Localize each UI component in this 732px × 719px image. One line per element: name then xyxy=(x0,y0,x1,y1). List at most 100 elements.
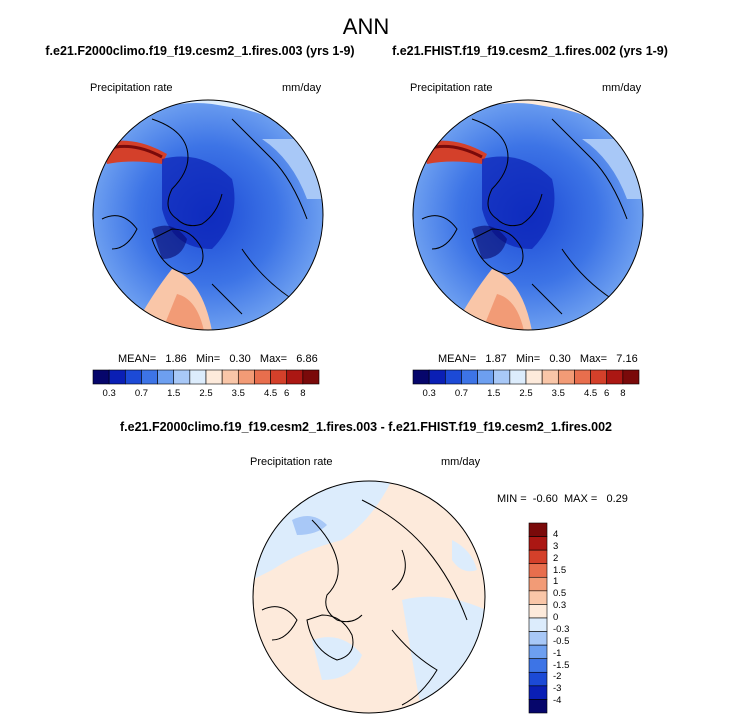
panel2-colorbar-box xyxy=(574,369,591,385)
panel3-colorbar-box xyxy=(528,699,548,714)
panel1-colorbar-box xyxy=(254,369,271,385)
panel3-colorbar-label: -0.3 xyxy=(553,623,570,635)
panel2-map-border xyxy=(412,99,644,331)
panel1-variable: Precipitation rate xyxy=(90,82,173,94)
panel3-colorbar-box xyxy=(528,549,548,565)
panel2-polar-map xyxy=(412,99,644,331)
panel3-colorbar-label: 0.3 xyxy=(553,600,567,612)
panel3-colorbar-label: 3 xyxy=(553,540,559,552)
panel1-colorbar-box xyxy=(157,369,175,385)
panel1-max-label: Max= xyxy=(259,353,288,365)
panel3-atlantic-negative xyxy=(312,637,362,680)
panel1-polar-map xyxy=(92,99,324,331)
panel1-colorbar-label: 1.5 xyxy=(167,388,181,399)
panel2-colorbar-box xyxy=(541,369,559,385)
panel1-greenland-dry xyxy=(152,225,187,259)
panel2-colorbar-label: 3.5 xyxy=(551,388,565,399)
panel2-colorbar-box xyxy=(590,369,608,385)
panel1-mean-label: MEAN= xyxy=(118,353,157,365)
panel1-colorbar xyxy=(92,369,320,385)
panel3-coastlines xyxy=(261,499,468,706)
panel3-colorbar-box xyxy=(528,671,548,687)
panel3-colorbar-box xyxy=(528,590,548,605)
panel2-colorbar-label: 4.5 xyxy=(583,388,598,399)
panel2-colorbar-box xyxy=(557,369,575,385)
panel3-min-label: MIN = xyxy=(497,493,527,505)
panel3-colorbar-box xyxy=(528,644,548,660)
panel2-colorbar-box xyxy=(444,369,462,385)
panel3-title: f.e21.F2000climo.f19_f19.cesm2_1.fires.0… xyxy=(120,420,612,434)
panel2-colorbar-box xyxy=(509,369,527,385)
panel1-colorbar-box xyxy=(92,369,110,385)
panel1-colorbar-box xyxy=(124,369,142,385)
panel2-min-label: Min= xyxy=(515,353,541,365)
panel2-max-label: Max= xyxy=(579,353,608,365)
panel2-colorbar-labels: 0.3 0.7 1.5 2.5 3.5 4.5 6 8 xyxy=(413,388,639,400)
panel2-colorbar-box xyxy=(606,369,624,385)
panel3-max-value: 0.29 xyxy=(606,493,628,505)
panel1-min-label: Min= xyxy=(195,353,221,365)
panel3-siberia-neg xyxy=(452,540,477,572)
panel2-colorbar-box xyxy=(412,369,430,385)
panel3-colorbar-box xyxy=(528,631,548,646)
panel3-colorbar-box xyxy=(528,576,548,592)
panel2-atlantic-core xyxy=(482,294,524,330)
panel1-colorbar-label: 2.5 xyxy=(199,388,213,399)
panel1-colorbar-box xyxy=(270,369,288,385)
panel1-colorbar-label: 0.3 xyxy=(102,388,116,399)
panel3-colorbar-label: -4 xyxy=(553,695,562,707)
panel3-colorbar-label: -0.5 xyxy=(553,635,570,647)
panel2-colorbar-box xyxy=(525,369,543,385)
panel1-colorbar-label: 0.7 xyxy=(134,388,149,399)
panel3-colorbar-box xyxy=(528,522,548,537)
panel3-colorbar-label: 4 xyxy=(553,528,559,540)
panel3-max-label: MAX = xyxy=(563,493,598,505)
panel1-colorbar-box xyxy=(108,369,126,385)
panel1-colorbar-labels: 0.3 0.7 1.5 2.5 3.5 4.5 6 8 xyxy=(93,388,319,400)
panel2-colorbar-label: 8 xyxy=(620,388,626,399)
panel2-colorbar xyxy=(412,369,640,385)
panel2-colorbar-label: 0.7 xyxy=(454,388,469,399)
panel3-colorbar-box xyxy=(528,617,548,632)
panel3-polar-map xyxy=(252,480,486,714)
panel2-variable: Precipitation rate xyxy=(410,82,493,94)
panel2-colorbar-box xyxy=(428,369,446,385)
panel2-title: f.e21.FHIST.f19_f19.cesm2_1.fires.002 (y… xyxy=(392,44,668,58)
panel3-min-value: -0.60 xyxy=(532,493,558,505)
panel2-mean-label: MEAN= xyxy=(438,353,477,365)
panel1-max-value: 6.86 xyxy=(296,353,318,365)
panel1-colorbar-label: 3.5 xyxy=(231,388,245,399)
panel2-min-value: 0.30 xyxy=(549,353,571,365)
panel1-title: f.e21.F2000climo.f19_f19.cesm2_1.fires.0… xyxy=(45,44,355,58)
panel2-colorbar-label: 0.3 xyxy=(422,388,436,399)
panel3-colorbar-label: 1.5 xyxy=(553,564,567,576)
panel3-colorbar-box xyxy=(528,658,548,673)
panel2-colorbar-box xyxy=(461,369,478,385)
panel3-colorbar-label: 2 xyxy=(553,552,559,564)
panel2-mean-value: 1.87 xyxy=(485,353,507,365)
panel3-colorbar-box xyxy=(528,604,548,619)
panel1-colorbar-box xyxy=(302,369,320,385)
panel1-colorbar-label: 8 xyxy=(300,388,306,399)
panel2-colorbar-box xyxy=(477,369,495,385)
panel2-colorbar-box xyxy=(622,369,640,385)
panel2-colorbar-label: 2.5 xyxy=(519,388,533,399)
panel1-coastlines xyxy=(101,118,308,315)
panel2-colorbar-label: 6 xyxy=(604,388,610,399)
figure-title: ANN xyxy=(342,14,390,39)
panel1-mean-value: 1.86 xyxy=(165,353,187,365)
panel3-local-neg xyxy=(292,516,327,535)
panel2-colorbar-label: 1.5 xyxy=(487,388,501,399)
panel2-colorbar-box xyxy=(493,369,511,385)
panel3-variable: Precipitation rate xyxy=(250,456,333,468)
panel3-colorbar xyxy=(528,522,548,714)
panel1-map-border xyxy=(92,99,324,331)
panel1-units: mm/day xyxy=(282,82,322,94)
panel3-colorbar-labels: 4 3 2 1.5 1 0.5 0.3 0 -0.3 -0.5 -1 -1.5 -2 -3 -4 xyxy=(553,523,593,713)
panel1-colorbar-box xyxy=(173,369,191,385)
panel1-min-value: 0.30 xyxy=(229,353,251,365)
panel1-colorbar-label: 4.5 xyxy=(263,388,278,399)
panel1-stats: MEAN= 1.86 Min= 0.30 Max= 6.86 xyxy=(118,353,318,365)
panel3-colorbar-box xyxy=(528,685,548,700)
panel3-colorbar-label: 0.5 xyxy=(553,588,567,600)
